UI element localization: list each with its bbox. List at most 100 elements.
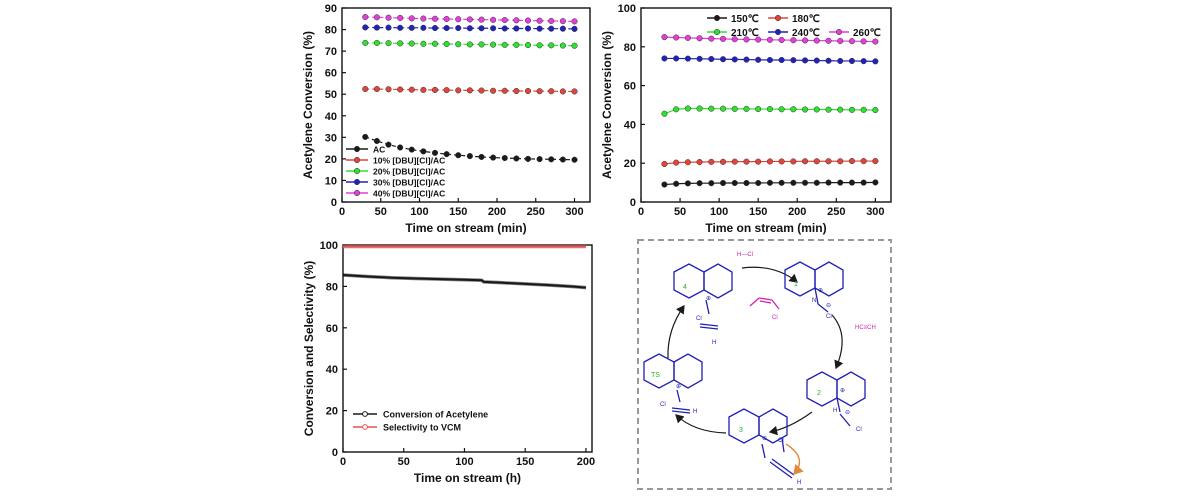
data-point-3 bbox=[731, 56, 738, 63]
data-point-3 bbox=[673, 55, 680, 62]
charge-symbol: ⊖ bbox=[826, 303, 831, 309]
data-point-1 bbox=[397, 86, 404, 93]
intermediate-2 bbox=[806, 371, 866, 427]
data-point-1 bbox=[708, 158, 715, 165]
data-point-1 bbox=[536, 88, 543, 95]
data-point-2 bbox=[755, 106, 762, 113]
data-point-0 bbox=[490, 154, 497, 161]
data-point-4 bbox=[490, 16, 497, 23]
data-point-1 bbox=[443, 87, 450, 94]
data-point-1 bbox=[431, 86, 439, 93]
data-point-1 bbox=[872, 158, 879, 165]
y-tick-label: 100 bbox=[618, 3, 636, 15]
cycle-arrow-ts-to-4 bbox=[667, 305, 685, 359]
legend-label: 150℃ bbox=[731, 14, 759, 25]
atom-cl-3: Cl bbox=[778, 438, 784, 444]
data-point-0 bbox=[673, 180, 680, 187]
data-point-0 bbox=[501, 154, 508, 162]
y-tick-label: 70 bbox=[325, 46, 337, 58]
data-point-1 bbox=[490, 87, 497, 94]
data-point-3 bbox=[571, 25, 578, 32]
data-point-2 bbox=[766, 106, 773, 113]
atom-h-4: H bbox=[712, 340, 716, 346]
data-point-0 bbox=[661, 181, 668, 188]
data-point-0 bbox=[478, 153, 485, 160]
data-point-3 bbox=[385, 24, 392, 31]
data-point-2 bbox=[848, 106, 855, 113]
data-point-3 bbox=[708, 55, 715, 63]
data-point-3 bbox=[431, 24, 439, 32]
data-point-4 bbox=[559, 18, 566, 25]
legend-label: 20% [DBU][Cl]/AC bbox=[373, 167, 445, 177]
data-point-0 bbox=[385, 141, 392, 148]
data-point-4 bbox=[708, 35, 715, 42]
data-point-0 bbox=[559, 156, 566, 163]
data-point-1 bbox=[420, 86, 427, 93]
legend-marker bbox=[353, 145, 361, 153]
y-tick-label: 10 bbox=[325, 175, 337, 187]
x-tick-label: 200 bbox=[488, 206, 506, 218]
intermediate-4 bbox=[673, 263, 733, 330]
data-point-4 bbox=[455, 16, 462, 23]
x-tick-label: 300 bbox=[565, 206, 583, 218]
data-point-4 bbox=[743, 36, 750, 43]
data-point-3 bbox=[524, 25, 532, 32]
data-point-2 bbox=[813, 106, 820, 113]
data-point-3 bbox=[501, 25, 508, 32]
data-point-1 bbox=[571, 88, 578, 95]
data-point-2 bbox=[872, 106, 879, 114]
data-point-2 bbox=[385, 40, 392, 47]
data-point-3 bbox=[408, 24, 415, 31]
charge-symbol: ⊕ bbox=[818, 288, 823, 294]
data-point-1 bbox=[860, 158, 867, 165]
data-point-0 bbox=[837, 179, 844, 186]
data-point-3 bbox=[548, 25, 555, 32]
y-tick-label: 30 bbox=[325, 132, 337, 144]
data-point-2 bbox=[362, 39, 369, 46]
data-point-2 bbox=[778, 106, 785, 113]
data-point-2 bbox=[408, 40, 415, 47]
x-tick-label: 100 bbox=[710, 206, 728, 218]
legend-label: Selectivity to VCM bbox=[383, 423, 461, 433]
legend-label: 240℃ bbox=[792, 28, 820, 39]
data-point-4 bbox=[790, 37, 797, 44]
data-point-1 bbox=[766, 158, 773, 165]
data-point-4 bbox=[837, 37, 844, 45]
y-tick-label: 0 bbox=[630, 197, 636, 209]
data-point-1 bbox=[478, 87, 485, 94]
data-point-2 bbox=[661, 110, 668, 117]
data-point-2 bbox=[696, 105, 703, 112]
data-point-4 bbox=[684, 34, 691, 41]
data-point-2 bbox=[802, 106, 809, 113]
data-point-0 bbox=[420, 148, 427, 155]
data-point-0 bbox=[684, 180, 691, 187]
data-point-3 bbox=[743, 56, 750, 63]
data-point-3 bbox=[848, 57, 855, 65]
data-point-3 bbox=[790, 57, 797, 64]
data-point-0 bbox=[802, 179, 809, 186]
data-point-0 bbox=[743, 179, 750, 187]
data-point-4 bbox=[872, 38, 879, 45]
data-point-2 bbox=[524, 42, 532, 49]
x-tick-label: 200 bbox=[577, 456, 595, 468]
x-axis-title: Time on stream (min) bbox=[705, 221, 826, 235]
x-tick-label: 150 bbox=[516, 456, 534, 468]
legend-label: 260℃ bbox=[853, 28, 881, 39]
data-point-2 bbox=[536, 42, 543, 49]
data-point-2 bbox=[373, 39, 380, 46]
data-point-1 bbox=[802, 158, 809, 165]
data-point-3 bbox=[443, 24, 450, 32]
data-point-2 bbox=[684, 105, 691, 112]
x-tick-label: 300 bbox=[866, 206, 884, 218]
intermediate-1 bbox=[784, 261, 844, 313]
data-point-2 bbox=[420, 40, 427, 47]
data-point-2 bbox=[743, 105, 750, 112]
data-point-4 bbox=[524, 17, 532, 24]
data-point-4 bbox=[548, 17, 555, 24]
series-band-0 bbox=[342, 273, 587, 290]
data-point-2 bbox=[466, 41, 473, 48]
x-tick-label: 250 bbox=[527, 206, 545, 218]
legend-marker bbox=[713, 28, 721, 36]
x-tick-label: 100 bbox=[410, 206, 428, 218]
data-point-0 bbox=[455, 152, 462, 159]
